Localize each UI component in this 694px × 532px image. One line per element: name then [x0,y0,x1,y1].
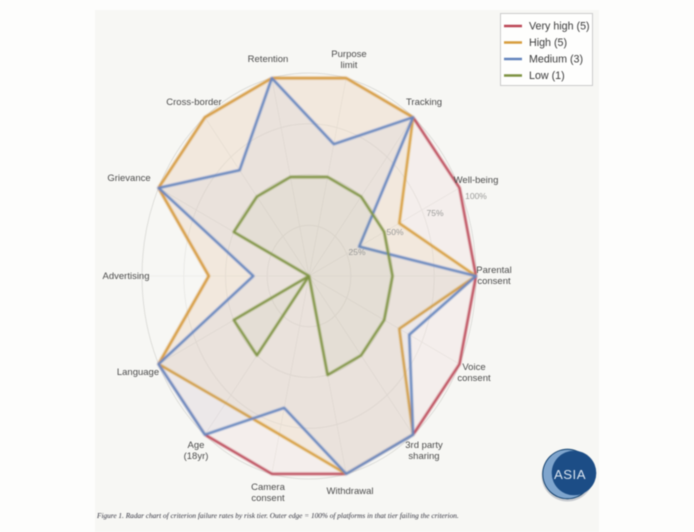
svg-text:Tracking: Tracking [406,97,442,108]
svg-text:25%: 25% [348,247,365,257]
svg-text:Retention: Retention [248,54,289,65]
svg-text:Purpose: Purpose [331,49,366,60]
svg-text:100%: 100% [465,191,487,201]
svg-text:limit: limit [341,60,358,71]
svg-text:sharing: sharing [408,451,439,462]
svg-text:3rd party: 3rd party [405,440,443,451]
svg-text:Well-being: Well-being [454,175,499,186]
svg-text:Age: Age [188,440,205,451]
svg-text:Grievance: Grievance [107,173,150,184]
svg-text:ASIA: ASIA [554,467,586,482]
svg-text:consent: consent [457,373,491,384]
svg-text:Advertising: Advertising [103,271,150,282]
svg-text:Withdrawal: Withdrawal [327,486,374,497]
svg-text:Voice: Voice [462,362,485,373]
svg-text:50%: 50% [386,227,403,237]
svg-text:75%: 75% [426,208,443,218]
svg-text:Very high (5): Very high (5) [529,21,590,33]
svg-text:Medium (3): Medium (3) [529,54,583,66]
svg-text:Cross-border: Cross-border [166,97,221,108]
svg-text:(18yr): (18yr) [184,451,209,462]
svg-text:Figure 1. Radar chart of crite: Figure 1. Radar chart of criterion failu… [96,511,459,520]
svg-text:Low (1): Low (1) [529,70,565,82]
svg-text:Parental: Parental [476,265,511,276]
svg-text:Camera: Camera [251,482,286,493]
svg-text:consent: consent [477,276,511,287]
svg-text:consent: consent [251,493,285,504]
svg-text:Language: Language [117,367,159,378]
svg-text:High (5): High (5) [529,37,567,49]
